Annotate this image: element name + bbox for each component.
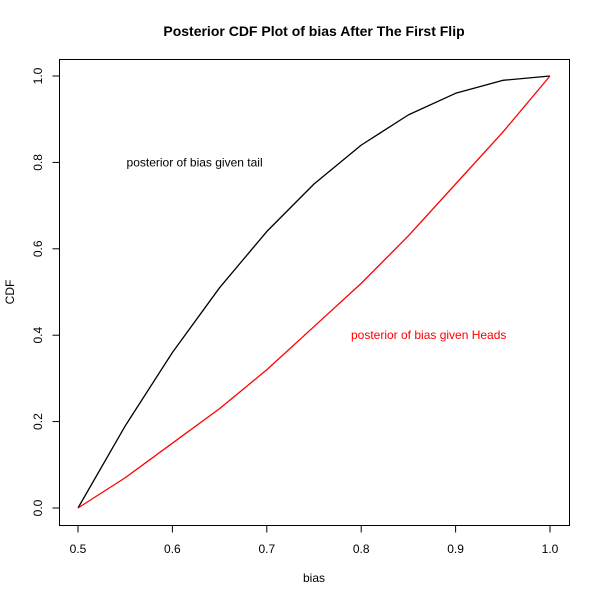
x-tick-label: 1.0 [542,542,559,556]
annotation-layer: posterior of bias given tail posterior of… [127,155,507,342]
y-tick-label: 0.6 [31,240,45,257]
y-tick-label: 0.0 [31,499,45,516]
x-tick-label: 0.7 [258,542,275,556]
x-tick-label: 0.6 [164,542,181,556]
x-axis: 0.5 0.6 0.7 0.8 0.9 1.0 [70,525,559,556]
y-tick-label: 1.0 [31,67,45,84]
series-layer [77,75,551,509]
curve-annotation: posterior of bias given tail [127,155,263,169]
y-axis-label: CDF [3,280,17,305]
y-tick-label: 0.4 [31,327,45,344]
y-tick-label: 0.8 [31,154,45,171]
y-axis: 0.0 0.2 0.4 0.6 0.8 1.0 [31,67,60,516]
x-tick-label: 0.8 [353,542,370,556]
y-tick-label: 0.2 [31,413,45,430]
series-line-tail [77,75,551,509]
x-axis-label: bias [303,571,325,585]
series-line-heads [77,75,551,509]
x-tick-label: 0.9 [447,542,464,556]
x-tick-label: 0.5 [70,542,87,556]
curve-annotation: posterior of bias given Heads [351,328,506,342]
chart-title: Posterior CDF Plot of bias After The Fir… [163,23,464,39]
